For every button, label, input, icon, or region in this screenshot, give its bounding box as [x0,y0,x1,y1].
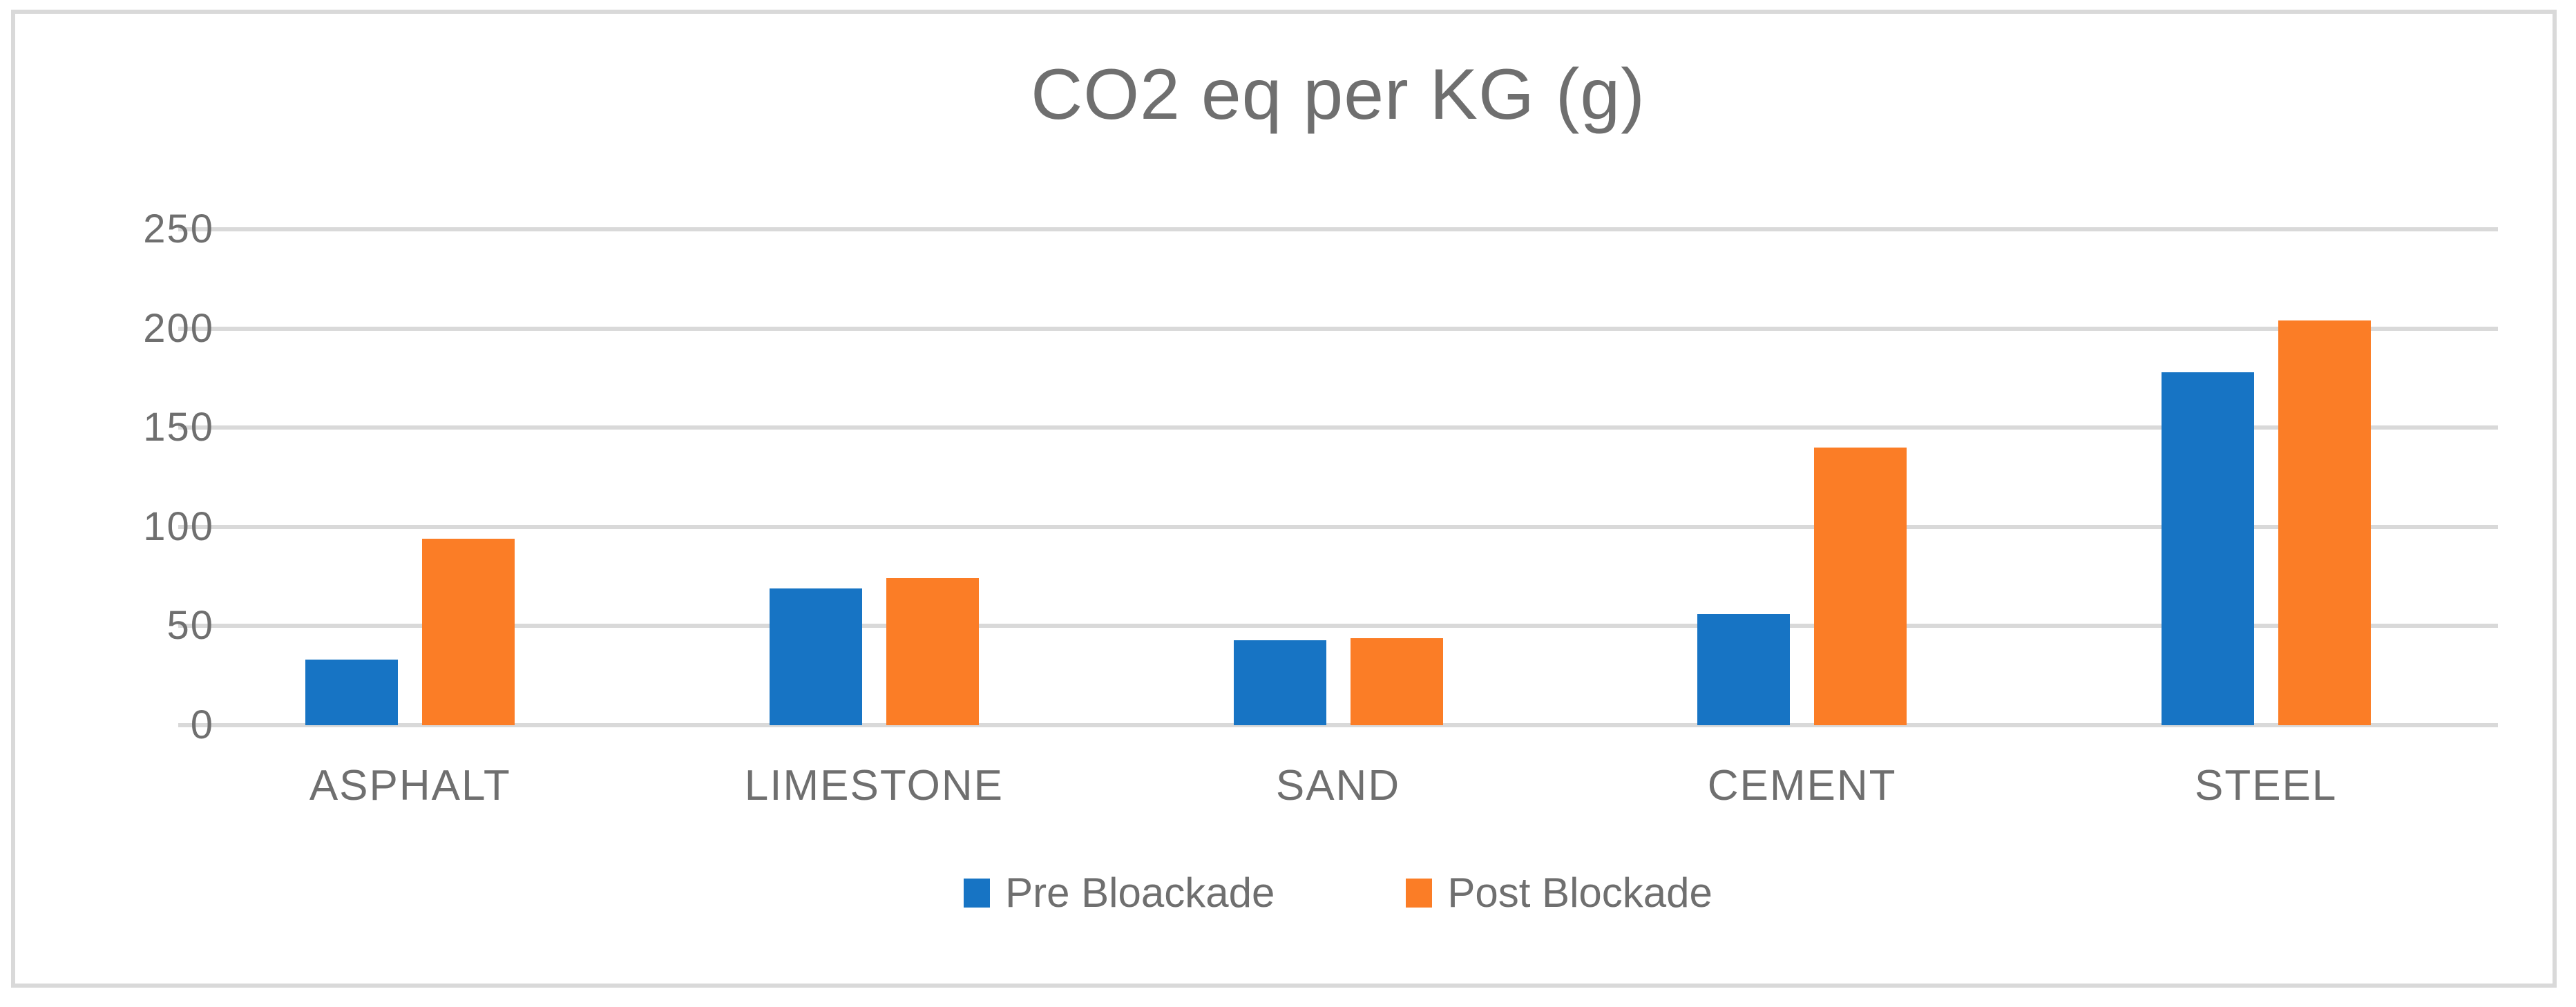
bar-steel-pre [2161,372,2254,725]
gridline-150 [178,425,2498,430]
gridline-100 [178,524,2498,529]
plot-area [178,227,2498,727]
x-tick-label-cement: CEMENT [1707,762,1897,809]
bar-sand-pre [1233,640,1326,725]
bar-steel-post [2278,320,2371,725]
bar-sand-post [1350,637,1443,725]
bar-cement-pre [1697,614,1791,725]
x-tick-label-sand: SAND [1275,762,1401,809]
legend-swatch-icon [1406,878,1433,908]
y-tick-label-250: 250 [143,207,214,251]
gridline-200 [178,326,2498,331]
gridline-250 [178,227,2498,231]
y-tick-label-200: 200 [143,305,214,351]
chart-border [11,10,2557,988]
gridline-50 [178,624,2498,629]
legend: Pre Bloackade Post Blockade [178,869,2498,917]
legend-item-pre-blockade: Pre Bloackade [964,869,1275,917]
y-tick-label-50: 50 [166,603,214,649]
legend-swatch-icon [964,878,991,908]
legend-label: Pre Bloackade [1005,870,1275,916]
chart-title: CO2 eq per KG (g) [1031,55,1645,135]
y-tick-label-0: 0 [190,702,214,747]
x-tick-label-steel: STEEL [2194,762,2338,809]
y-tick-label-150: 150 [143,405,214,450]
legend-label: Post Blockade [1447,870,1712,916]
bar-asphalt-post [422,539,515,725]
y-tick-label-100: 100 [143,504,214,549]
bar-cement-post [1814,447,1907,725]
bar-limestone-pre [769,588,862,725]
x-tick-label-asphalt: ASPHALT [309,762,511,809]
x-tick-label-limestone: LIMESTONE [744,762,1004,809]
bar-limestone-post [886,578,979,725]
gridline-0 [178,723,2498,727]
legend-item-post-blockade: Post Blockade [1406,869,1712,917]
bar-asphalt-pre [305,660,399,725]
